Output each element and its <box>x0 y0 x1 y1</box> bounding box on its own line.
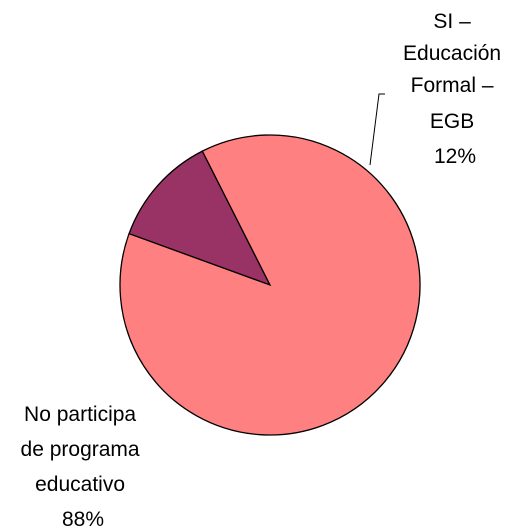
pie-slice-no-participa <box>119 134 421 436</box>
slice-label-line: Educación <box>403 42 501 65</box>
leader-line <box>369 93 385 166</box>
slice-percent-label: 12% <box>434 145 476 168</box>
pie-slice-si-educacion-formal-egb <box>128 150 272 287</box>
slice-label-line: No participa <box>24 403 136 426</box>
slice-label-line: Formal – <box>411 74 494 97</box>
slice-percent-label: 88% <box>62 508 104 531</box>
slice-label-no-participa: No participa de programa educativo 88% <box>21 403 146 531</box>
slice-label-line: de programa <box>21 438 140 461</box>
slice-label-line: EGB <box>430 110 474 133</box>
slice-label-si-educacion-formal-egb: SI – Educación Formal – EGB 12% <box>403 10 507 168</box>
slice-label-line: SI – <box>433 10 471 33</box>
pie-slices <box>119 134 421 436</box>
slice-label-line: educativo <box>35 473 125 496</box>
